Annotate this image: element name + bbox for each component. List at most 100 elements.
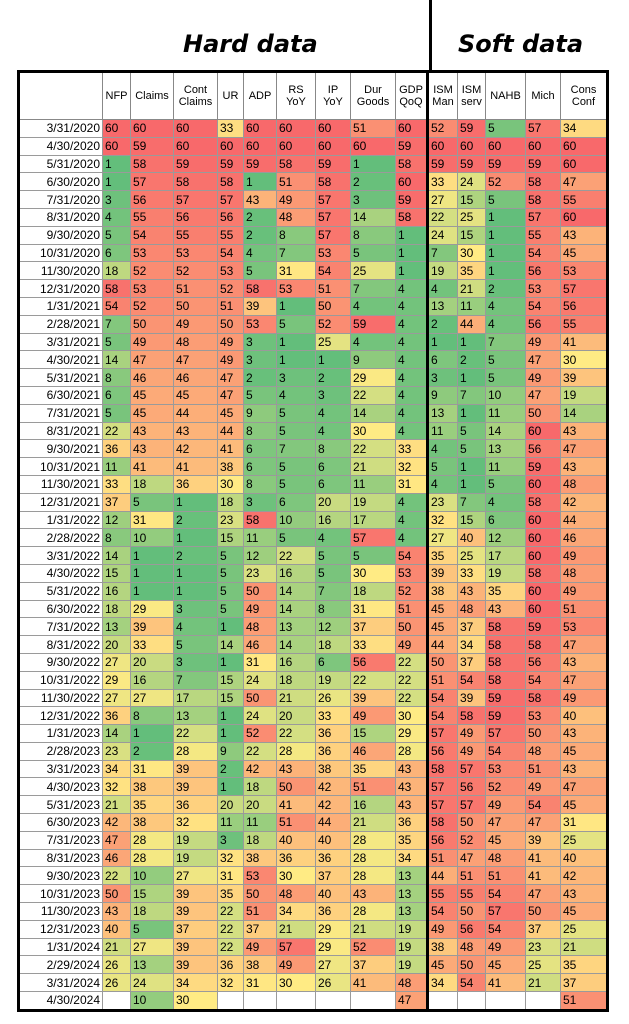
value-cell: 5	[485, 350, 526, 370]
value-cell: 57	[315, 190, 351, 209]
date-cell: 6/30/2020	[18, 172, 103, 192]
value-cell: 3	[276, 368, 316, 387]
value-cell: 31	[350, 599, 396, 619]
value-cell: 54	[485, 919, 526, 939]
value-cell: 8	[243, 421, 277, 441]
value-cell: 58	[485, 652, 526, 672]
value-cell: 12	[315, 617, 351, 637]
value-cell: 24	[426, 225, 458, 245]
value-cell: 47	[395, 991, 428, 1011]
value-cell: 1	[130, 724, 174, 743]
value-cell: 8	[315, 439, 351, 459]
value-cell: 54	[426, 688, 458, 708]
value-cell: 6	[315, 474, 351, 494]
value-cell: 54	[525, 243, 561, 263]
value-cell: 45	[560, 243, 608, 263]
value-cell: 40	[560, 706, 608, 726]
value-cell: 3	[350, 190, 396, 209]
value-cell: 60	[525, 136, 561, 156]
value-cell: 57	[426, 795, 458, 815]
data-row: 5/31/2021 8 46 46 47 2 3 2 29 4 3 1 5 49 39	[18, 368, 608, 387]
data-row: 12/31/2023 40 5 37 22 37 21 29 21 19 49 56 54 37 25	[18, 919, 608, 939]
value-cell: 19	[395, 937, 428, 957]
value-cell: 39	[173, 884, 218, 904]
data-row: 6/30/2021 6 45 45 47 5 4 3 22 4 9 7 10 47 19	[18, 385, 608, 405]
value-cell: 40	[315, 884, 351, 904]
data-row: 8/31/2020 4 55 56 56 2 48 57 14 58 22 25 1 57 60	[18, 207, 608, 227]
value-cell: 21	[457, 279, 486, 298]
value-cell: 7	[173, 670, 218, 690]
column-header: GDP QoQ	[395, 71, 428, 120]
value-cell: 21	[102, 795, 131, 815]
value-cell: 50	[457, 813, 486, 832]
value-cell: 14	[276, 599, 316, 619]
value-cell: 43	[276, 759, 316, 779]
value-cell	[276, 991, 316, 1011]
value-cell: 21	[350, 813, 396, 832]
value-cell: 60	[243, 136, 277, 156]
value-cell: 54	[102, 296, 131, 316]
value-cell: 43	[560, 457, 608, 476]
value-cell: 8	[130, 706, 174, 726]
value-cell: 5	[243, 261, 277, 281]
value-cell: 21	[350, 919, 396, 939]
value-cell: 11	[350, 474, 396, 494]
value-cell: 34	[102, 759, 131, 779]
value-cell: 30	[350, 421, 396, 441]
value-cell: 31	[395, 474, 428, 494]
value-cell: 26	[102, 973, 131, 993]
value-cell: 46	[102, 848, 131, 868]
value-cell: 55	[525, 225, 561, 245]
value-cell: 27	[130, 937, 174, 957]
value-cell: 22	[350, 385, 396, 405]
value-cell: 28	[350, 866, 396, 886]
column-header: NAHB	[485, 71, 526, 120]
value-cell: 53	[395, 563, 428, 583]
value-cell: 52	[457, 830, 486, 850]
value-cell: 50	[173, 296, 218, 316]
value-cell: 54	[426, 902, 458, 921]
value-cell: 6	[276, 492, 316, 512]
value-cell: 22	[243, 741, 277, 761]
value-cell: 48	[560, 474, 608, 494]
value-cell: 1	[130, 581, 174, 601]
value-cell: 39	[243, 296, 277, 316]
value-cell: 46	[350, 741, 396, 761]
data-row: 12/31/2022 36 8 13 1 24 20 33 49 30 54 58 59 53 40	[18, 706, 608, 726]
value-cell: 36	[315, 902, 351, 921]
value-cell: 56	[217, 207, 244, 227]
value-cell: 47	[525, 813, 561, 832]
value-cell: 49	[485, 795, 526, 815]
value-cell: 49	[525, 332, 561, 352]
value-cell: 39	[130, 617, 174, 637]
value-cell: 11	[485, 403, 526, 423]
value-cell: 2	[217, 759, 244, 779]
value-cell	[350, 991, 396, 1011]
value-cell: 19	[173, 830, 218, 850]
value-cell: 9	[243, 403, 277, 423]
value-cell: 7	[485, 332, 526, 352]
value-cell: 43	[560, 884, 608, 904]
value-cell: 46	[130, 368, 174, 387]
value-cell: 43	[457, 581, 486, 601]
value-cell: 43	[395, 759, 428, 779]
value-cell: 43	[560, 759, 608, 779]
value-cell: 1	[395, 243, 428, 263]
value-cell: 33	[130, 635, 174, 654]
value-cell: 51	[315, 279, 351, 298]
data-row: 9/30/2022 27 20 3 1 31 16 6 56 22 50 37 58 56 43	[18, 652, 608, 672]
value-cell: 49	[485, 937, 526, 957]
value-cell: 28	[276, 741, 316, 761]
value-cell: 14	[217, 635, 244, 654]
value-cell: 41	[130, 457, 174, 476]
value-cell	[102, 991, 131, 1011]
value-cell: 56	[350, 652, 396, 672]
value-cell: 7	[276, 243, 316, 263]
value-cell: 7	[315, 581, 351, 601]
value-cell: 1	[457, 332, 486, 352]
value-cell: 35	[426, 546, 458, 565]
value-cell: 60	[525, 510, 561, 530]
value-cell: 25	[560, 830, 608, 850]
value-cell: 54	[395, 546, 428, 565]
value-cell: 49	[173, 314, 218, 334]
